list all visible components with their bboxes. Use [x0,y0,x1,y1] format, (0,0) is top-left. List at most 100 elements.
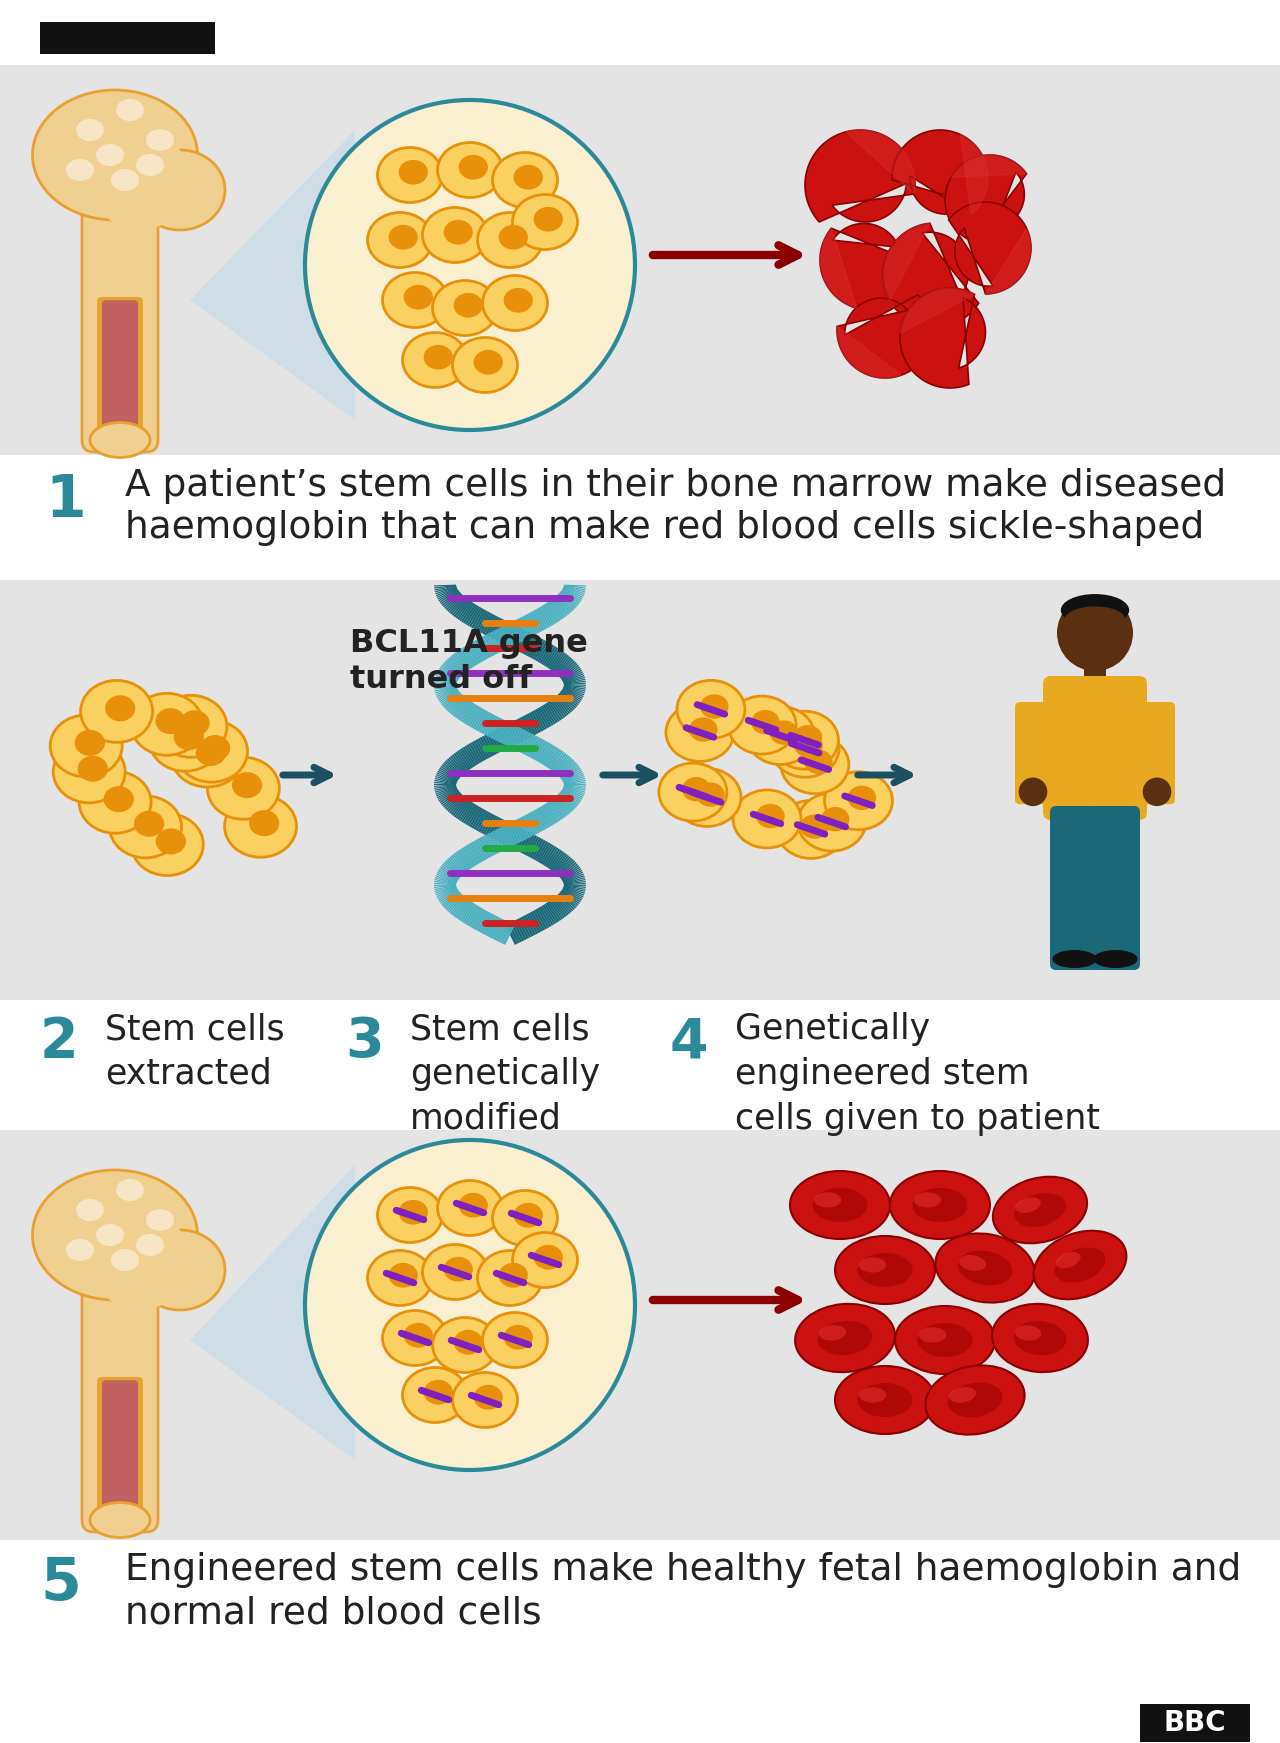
Polygon shape [563,678,585,685]
Polygon shape [520,716,531,737]
Polygon shape [444,793,462,809]
Polygon shape [504,824,516,845]
Polygon shape [522,816,535,837]
Polygon shape [451,596,466,615]
Polygon shape [550,600,564,619]
Polygon shape [562,870,582,882]
Polygon shape [476,638,489,659]
Polygon shape [543,804,557,824]
Polygon shape [494,619,506,640]
Ellipse shape [116,99,143,120]
Ellipse shape [424,345,453,370]
Polygon shape [475,739,488,760]
Polygon shape [529,638,541,657]
Ellipse shape [104,786,134,812]
Polygon shape [563,687,582,699]
Polygon shape [467,643,481,664]
Polygon shape [563,873,584,884]
Polygon shape [444,662,461,678]
Polygon shape [541,645,554,664]
Polygon shape [553,654,567,673]
Polygon shape [563,885,585,892]
Ellipse shape [1065,607,1125,633]
Ellipse shape [913,1189,968,1222]
Ellipse shape [444,220,472,244]
Bar [40,23,215,54]
Text: Engineered stem cells make healthy fetal haemoglobin and: Engineered stem cells make healthy fetal… [125,1551,1242,1588]
Text: Stem cells
genetically
modified: Stem cells genetically modified [410,1013,600,1136]
Polygon shape [553,697,568,715]
Polygon shape [463,804,476,824]
Ellipse shape [513,166,543,190]
Polygon shape [525,634,536,655]
Polygon shape [483,634,495,655]
Polygon shape [435,774,457,783]
Polygon shape [467,607,480,626]
Ellipse shape [74,730,105,756]
Ellipse shape [134,1231,225,1311]
Polygon shape [518,831,530,852]
Polygon shape [553,854,567,872]
Polygon shape [434,885,456,891]
Polygon shape [457,601,471,621]
Ellipse shape [503,288,532,312]
Ellipse shape [936,1234,1034,1302]
FancyBboxPatch shape [1043,676,1147,819]
Polygon shape [563,687,585,694]
Polygon shape [439,790,458,804]
Polygon shape [563,872,584,882]
Ellipse shape [474,1386,503,1410]
Polygon shape [563,587,584,598]
Polygon shape [561,664,577,678]
Polygon shape [470,708,483,729]
Polygon shape [564,685,586,688]
FancyBboxPatch shape [102,300,138,427]
Polygon shape [189,131,355,420]
Polygon shape [436,687,457,697]
Polygon shape [539,643,552,664]
Ellipse shape [696,783,724,807]
Polygon shape [562,589,581,603]
Polygon shape [563,786,585,793]
Polygon shape [553,898,568,915]
Polygon shape [530,612,543,633]
Polygon shape [561,589,580,605]
Polygon shape [945,155,1027,246]
Polygon shape [556,695,572,713]
Polygon shape [471,809,484,828]
Polygon shape [564,784,586,790]
Ellipse shape [32,1170,197,1300]
Polygon shape [559,591,577,608]
Polygon shape [448,795,463,812]
Polygon shape [558,760,575,777]
Polygon shape [453,898,468,917]
Polygon shape [472,842,485,861]
Polygon shape [498,627,509,648]
Polygon shape [489,817,502,838]
Ellipse shape [32,91,197,220]
Polygon shape [517,631,530,652]
Polygon shape [507,727,520,748]
Polygon shape [467,844,481,865]
Polygon shape [492,819,504,840]
Polygon shape [518,817,530,838]
Polygon shape [561,664,579,680]
Polygon shape [442,891,460,906]
Polygon shape [454,652,468,671]
Polygon shape [454,798,468,817]
Polygon shape [532,610,544,631]
Polygon shape [466,706,479,725]
Polygon shape [553,798,568,816]
Polygon shape [524,915,536,936]
Bar [0,455,1280,580]
Polygon shape [563,685,585,692]
Polygon shape [558,694,575,709]
Polygon shape [436,587,457,598]
Polygon shape [545,804,559,823]
Polygon shape [486,915,498,936]
Polygon shape [512,920,525,941]
Polygon shape [518,732,531,753]
Text: BBC: BBC [1164,1708,1226,1738]
Polygon shape [435,885,457,894]
Ellipse shape [458,1192,488,1218]
